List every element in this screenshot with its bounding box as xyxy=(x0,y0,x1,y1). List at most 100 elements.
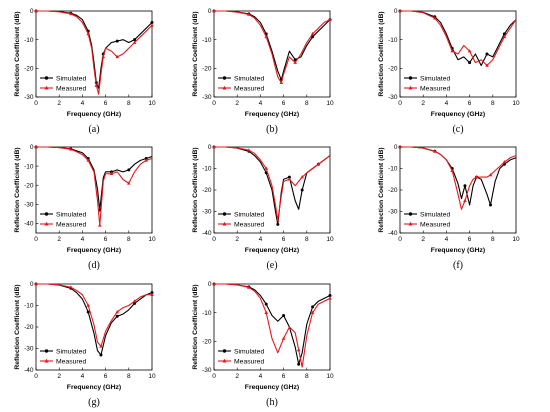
y-tick-label: 0 xyxy=(208,8,212,15)
x-axis-label: Frequency (GHz) xyxy=(245,384,299,391)
y-tick-label: -30 xyxy=(202,209,212,216)
data-point-measured xyxy=(212,282,216,286)
y-tick-label: -30 xyxy=(24,346,34,353)
x-tick-label: 6 xyxy=(282,100,286,107)
legend-label-measured: Measured xyxy=(56,85,86,92)
y-tick-label: 0 xyxy=(30,281,34,288)
data-point-measured xyxy=(502,160,507,164)
y-tick-label: -40 xyxy=(24,221,34,228)
data-point-measured xyxy=(99,344,103,348)
plot-frame xyxy=(35,10,153,98)
series-line-simulated xyxy=(400,10,517,67)
data-point-measured xyxy=(264,310,268,314)
plot-frame xyxy=(35,146,153,234)
y-tick-label: -10 xyxy=(24,37,34,44)
data-point-measured xyxy=(86,303,90,307)
legend-marker-measured xyxy=(44,358,49,363)
legend-marker-simulated xyxy=(408,76,413,80)
panel-label: (g) xyxy=(88,397,100,408)
legend-label-simulated: Simulated xyxy=(234,348,264,355)
x-tick-label: 6 xyxy=(282,373,286,380)
legend-marker-simulated xyxy=(44,349,49,353)
x-tick-label: 0 xyxy=(34,236,38,243)
x-axis-label: Frequency (GHz) xyxy=(431,247,485,254)
data-point-measured xyxy=(150,292,154,297)
data-point-simulated xyxy=(287,175,291,179)
data-point-measured xyxy=(398,145,402,149)
data-point-measured xyxy=(115,54,119,59)
series-line-simulated xyxy=(36,146,153,211)
data-point-measured xyxy=(488,172,493,177)
data-point-measured xyxy=(264,34,268,39)
x-tick-label: 4 xyxy=(445,100,449,107)
legend-marker-measured xyxy=(408,221,413,226)
data-point-measured xyxy=(109,171,114,176)
x-tick-label: 10 xyxy=(326,373,334,380)
data-point-simulated xyxy=(115,39,119,43)
data-point-measured xyxy=(293,60,297,64)
data-point-simulated xyxy=(485,52,489,56)
data-point-simulated xyxy=(297,362,301,366)
y-axis-label: Reflection Coefficient (dB) xyxy=(14,147,21,232)
x-tick-label: 6 xyxy=(104,236,108,243)
x-axis-label: Frequency (GHz) xyxy=(67,384,121,391)
data-point-simulated xyxy=(463,184,467,188)
data-point-measured xyxy=(34,282,38,286)
x-tick-label: 10 xyxy=(148,373,156,380)
y-tick-label: 0 xyxy=(394,8,398,15)
x-tick-label: 8 xyxy=(127,236,131,243)
x-tick-label: 2 xyxy=(235,100,239,107)
legend-label-simulated: Simulated xyxy=(234,211,264,218)
data-point-measured xyxy=(115,309,119,314)
data-point-measured xyxy=(132,40,137,44)
x-tick-label: 4 xyxy=(259,236,263,243)
legend-label-measured: Measured xyxy=(56,221,86,228)
legend-marker-simulated xyxy=(44,212,49,216)
data-point-measured xyxy=(328,296,332,300)
legend-marker-measured xyxy=(222,221,227,226)
data-point-measured xyxy=(69,147,73,151)
legend-marker-simulated xyxy=(222,349,227,353)
legend-label-measured: Measured xyxy=(56,358,86,365)
x-tick-label: 8 xyxy=(127,373,131,380)
x-tick-label: 10 xyxy=(148,236,156,243)
data-point-simulated xyxy=(264,302,268,306)
y-tick-label: -20 xyxy=(24,324,34,331)
x-tick-label: 2 xyxy=(421,236,425,243)
x-tick-label: 10 xyxy=(512,100,520,107)
x-tick-label: 4 xyxy=(81,100,85,107)
y-tick-label: 0 xyxy=(30,8,34,15)
y-tick-label: -40 xyxy=(388,230,398,237)
data-point-measured xyxy=(450,49,454,53)
x-tick-label: 8 xyxy=(127,100,131,107)
legend-label-simulated: Simulated xyxy=(56,211,86,218)
data-point-measured xyxy=(485,63,489,67)
series-line-simulated xyxy=(36,10,153,89)
data-point-measured xyxy=(433,16,437,20)
y-axis-label: Reflection Coefficient (dB) xyxy=(192,11,199,96)
panel-label: (f) xyxy=(453,260,463,271)
chart-panel-1: 0 2 4 6 8 10 0 -10 -20 -30 Frequency (GHz) Reflecti… xyxy=(192,8,334,135)
chart-panel-4: 0 2 4 6 8 10 0 -10 -20 -30 -40 Frequency (GHz) Refle… xyxy=(192,144,334,271)
data-point-simulated xyxy=(276,222,280,226)
data-point-simulated xyxy=(115,314,119,318)
data-point-measured xyxy=(433,149,437,153)
data-point-measured xyxy=(247,285,251,289)
data-point-measured xyxy=(144,158,148,162)
chart-panel-6: 0 2 4 6 8 10 0 -10 -20 -30 -40 Frequency (GHz) Refle… xyxy=(14,281,156,408)
legend-marker-simulated xyxy=(408,212,413,216)
x-tick-label: 6 xyxy=(104,373,108,380)
data-point-simulated xyxy=(311,35,315,39)
panel-label: (d) xyxy=(88,260,100,271)
x-tick-label: 10 xyxy=(326,100,334,107)
chart-panel-0: 0 2 4 6 8 10 0 -10 -20 -30 Frequency (GHz) Reflecti… xyxy=(14,8,156,135)
legend-label-simulated: Simulated xyxy=(420,75,450,82)
y-tick-label: -20 xyxy=(388,66,398,73)
y-tick-label: 0 xyxy=(30,144,34,151)
data-point-simulated xyxy=(133,301,137,305)
y-tick-label: -10 xyxy=(202,310,212,317)
data-point-measured xyxy=(127,181,131,185)
y-tick-label: -10 xyxy=(24,303,34,310)
y-tick-label: -30 xyxy=(202,94,212,101)
y-axis-label: Reflection Coefficient (dB) xyxy=(192,284,199,369)
